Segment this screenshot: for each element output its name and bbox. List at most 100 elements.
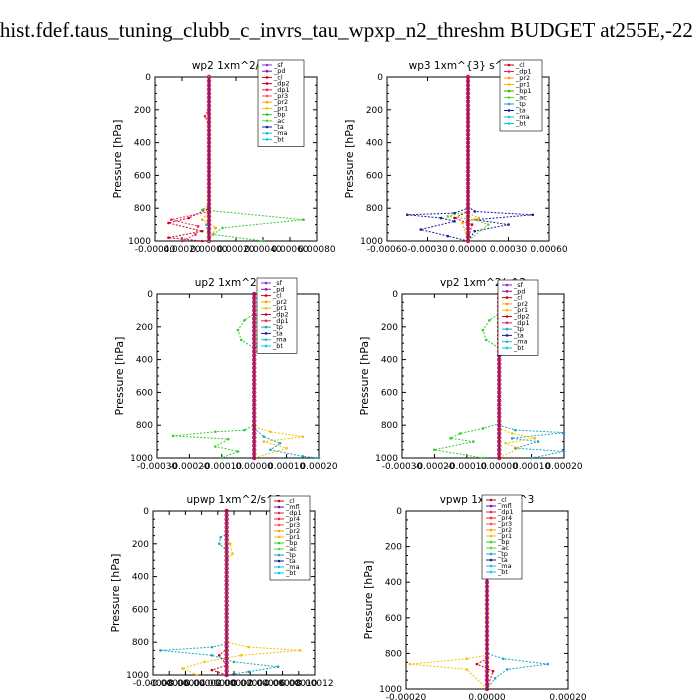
legend-marker <box>265 63 269 67</box>
zero-profile-marker <box>496 431 502 436</box>
legend-marker <box>277 559 281 563</box>
series-point <box>169 218 173 221</box>
zero-profile-marker <box>224 664 229 669</box>
zero-profile-marker <box>465 136 471 141</box>
legend-label: _bp <box>273 111 286 119</box>
zero-profile-marker <box>484 655 490 661</box>
zero-profile-marker <box>465 210 471 215</box>
y-axis-label: Pressure [hPa] <box>109 554 122 633</box>
zero-profile-marker <box>206 230 212 235</box>
x-tick-label: 0.00000 <box>236 462 273 472</box>
y-tick-label: 600 <box>132 605 149 615</box>
legend-marker <box>277 553 281 557</box>
figure-title: thist.fdef.taus_tuning_clubb_c_invrs_tau… <box>0 18 693 42</box>
zero-profile-marker <box>251 295 257 301</box>
series-point <box>481 456 485 460</box>
series-point <box>501 657 505 661</box>
x-tick-label: 0.00004 <box>232 679 269 689</box>
zero-profile-marker <box>206 99 212 104</box>
series-point <box>214 226 218 230</box>
zero-profile-marker <box>206 197 212 203</box>
zero-profile-marker <box>251 394 257 399</box>
y-tick-label: 400 <box>385 578 402 588</box>
legend-label: _ac <box>515 94 527 102</box>
legend-label: _pr3 <box>285 521 300 529</box>
zero-profile-marker <box>251 377 257 383</box>
legend-marker <box>489 504 493 508</box>
zero-profile-marker <box>484 677 490 683</box>
zero-profile-marker <box>206 156 212 162</box>
legend-label: _ma <box>513 338 528 346</box>
x-tick-label: 0.00020 <box>300 462 337 472</box>
zero-profile-marker <box>465 78 471 84</box>
legend-marker <box>507 115 511 119</box>
zero-profile-marker <box>224 627 229 633</box>
series-point <box>507 223 510 226</box>
x-tick-label: 0.00080 <box>298 245 335 255</box>
legend-marker <box>489 516 493 520</box>
series-point <box>220 456 224 460</box>
legend-marker <box>489 552 493 556</box>
zero-profile-marker <box>465 74 471 80</box>
zero-profile-marker <box>496 402 502 407</box>
legend-marker <box>507 96 511 99</box>
zero-profile-marker <box>484 686 490 692</box>
legend-marker <box>277 535 281 539</box>
zero-profile-marker <box>251 427 257 432</box>
zero-profile-marker <box>224 570 229 575</box>
y-axis-label: Pressure [hPa] <box>111 120 124 199</box>
y-tick-label: 0 <box>392 290 398 300</box>
zero-profile-marker <box>224 512 229 518</box>
zero-profile-marker <box>206 103 212 108</box>
zero-profile-marker <box>206 144 212 149</box>
legend-box <box>269 495 311 581</box>
zero-profile-marker <box>496 361 502 366</box>
zero-profile-marker <box>206 136 212 141</box>
legend-label: _cl <box>515 61 525 69</box>
chart-title: upwp 1xm^2/s^3 <box>187 494 282 506</box>
legend-label: _bt <box>273 135 284 143</box>
series-point <box>484 338 488 342</box>
zero-profile-marker <box>251 410 257 416</box>
x-tick-label: 0.00010 <box>268 462 305 472</box>
zero-profile-marker <box>465 181 471 186</box>
series-point <box>229 542 232 546</box>
series-point <box>203 115 207 118</box>
legend-marker <box>505 321 509 325</box>
zero-profile-marker <box>496 381 502 387</box>
y-tick-label: 600 <box>366 171 383 181</box>
zero-profile-marker <box>224 631 229 637</box>
legend-marker <box>507 122 511 125</box>
zero-profile-marker <box>465 238 471 244</box>
zero-profile-marker <box>251 431 257 436</box>
series-point <box>461 221 464 225</box>
legend-marker <box>264 325 268 329</box>
legend-marker <box>264 313 268 316</box>
legend-label: _dp1 <box>513 319 530 327</box>
zero-profile-marker <box>224 549 229 555</box>
series-point <box>200 218 204 221</box>
legend-marker <box>489 534 493 538</box>
zero-profile-marker <box>484 597 490 603</box>
zero-profile-marker <box>496 386 502 391</box>
zero-profile-marker <box>251 373 257 379</box>
x-tick-label: 0.00020 <box>217 245 254 255</box>
series-point <box>481 427 485 430</box>
legend-marker <box>265 100 269 104</box>
zero-profile-marker <box>496 398 502 403</box>
y-tick-label: 800 <box>366 204 383 214</box>
legend-marker <box>264 332 268 335</box>
series-point <box>203 660 206 664</box>
legend-marker <box>505 315 509 318</box>
series-point <box>217 542 221 546</box>
zero-profile-marker <box>496 443 502 448</box>
legend-marker <box>277 523 281 527</box>
y-tick-label: 0 <box>396 507 402 517</box>
legend-label: _bt <box>513 344 524 352</box>
legend-label: _sf <box>272 279 283 287</box>
x-tick-label: 0.00012 <box>296 679 333 689</box>
legend-label: _tp <box>272 323 283 331</box>
series-point <box>405 213 409 217</box>
zero-profile-marker <box>465 156 471 162</box>
zero-profile-marker <box>224 574 229 579</box>
